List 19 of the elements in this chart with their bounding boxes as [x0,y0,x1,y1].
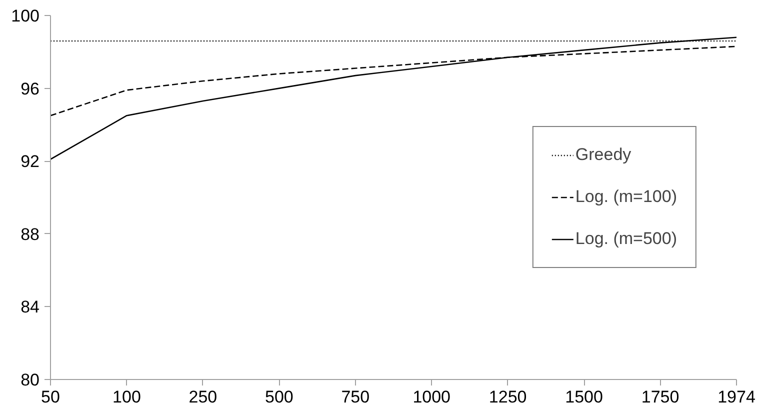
x-tick-label: 1000 [412,388,451,406]
x-tick-label: 1974 [718,388,756,406]
y-tick-label: 92 [20,152,40,172]
legend-label: Log. (m=500) [575,229,677,249]
legend-label: Greedy [575,145,632,165]
x-tick-label: 750 [341,388,370,406]
x-tick-label: 1250 [488,388,527,406]
y-tick-label: 100 [11,6,40,26]
y-tick-label: 80 [20,370,40,390]
legend-label: Log. (m=100) [575,187,677,207]
y-tick-label: 84 [20,298,40,317]
x-tick-label: 1750 [641,388,680,406]
x-tick-label: 1500 [565,388,603,406]
x-tick-label: 500 [264,388,294,406]
y-tick-label: 88 [20,224,40,244]
x-tick-label: 250 [188,388,218,406]
x-tick-label: 50 [41,388,60,406]
x-tick-label: 100 [112,388,141,406]
y-tick-label: 96 [20,79,40,98]
